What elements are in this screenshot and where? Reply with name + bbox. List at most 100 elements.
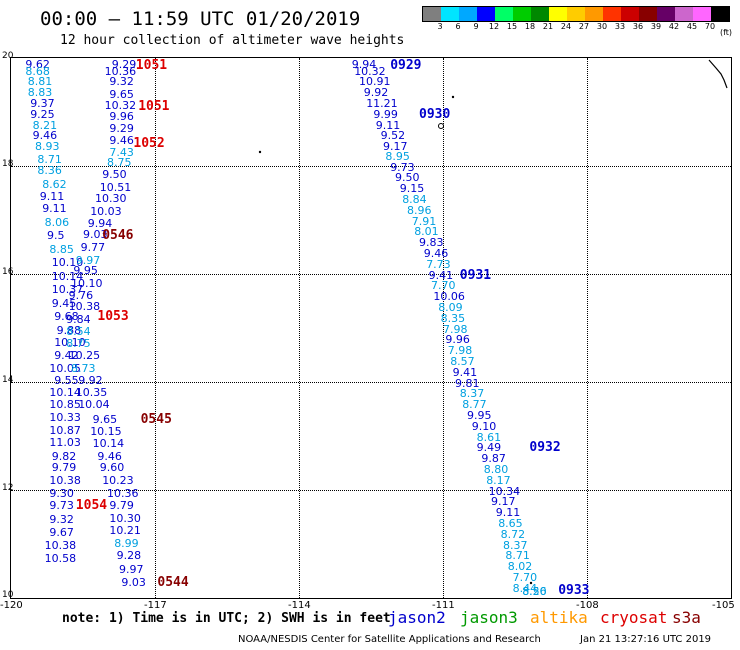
wave-height-value: 9.46 [32,129,58,143]
page-subtitle: 12 hour collection of altimeter wave hei… [60,33,405,48]
pass-time-label: 0544 [157,574,189,590]
footer-credit: NOAA/NESDIS Center for Satellite Applica… [238,634,541,645]
wave-height-value: 9.99 [373,107,398,121]
footer-timestamp: Jan 21 13:27:16 UTC 2019 [580,634,712,645]
legend-label: 21 [542,22,554,31]
wave-height-value: 10.14 [92,437,125,451]
wave-height-value: 9.60 [99,461,125,475]
pass-time-label: 0546 [102,228,134,244]
y-tick-label: 14 [2,375,14,385]
wave-height-value: 9.46 [109,133,134,147]
legend-swatch [675,7,693,21]
wave-height-value: 9.52 [380,129,406,143]
wave-height-value: 8.99 [114,537,139,550]
wave-height-value: 10.14 [51,269,84,283]
wave-height-value: 9.97 [75,253,101,267]
legend-swatch [423,7,441,21]
wave-height-value: 9.49 [476,441,502,455]
y-tick-label: 16 [2,267,14,277]
wave-height-value: 8.20 [522,585,547,598]
wave-height-value: 8.81 [27,75,53,89]
x-tick-label: -105 [712,600,735,611]
legend-label: 27 [578,22,590,31]
wave-height-value: 9.97 [119,562,144,576]
legend-label: 6 [455,22,461,31]
wave-height-value: 10.51 [99,180,132,194]
grid-line [11,382,731,383]
wave-height-value: 9.37 [30,96,55,110]
pass-time-label: 1051 [138,98,170,114]
wave-height-value: 8.61 [476,430,502,444]
wave-height-value: 9.17 [491,495,516,509]
wave-height-value: 9.82 [51,449,77,463]
wave-height-value: 8.85 [49,242,74,256]
wave-height-value: 10.03 [90,204,122,218]
wave-height-value: 10.34 [488,484,521,498]
legend-label: 15 [506,22,518,31]
wave-height-value: 9.73 [49,499,74,513]
wave-height-value: 8.93 [35,140,60,154]
footer-note: note: 1) Time is in UTC; 2) SWH is in fe… [62,611,391,626]
wave-height-value: 9.83 [419,236,444,250]
grid-line [11,274,731,275]
page-title: 00:00 – 11:59 UTC 01/20/2019 [40,8,361,30]
wave-height-value: 10.36 [104,64,137,78]
legend-swatch [639,7,657,21]
wave-height-value: 11.03 [49,436,81,450]
grid-line [443,58,444,598]
legend-label: 9 [473,22,479,31]
pass-time-label: 1054 [75,498,108,514]
wave-height-value: 9.94 [351,58,377,71]
legend-swatch [567,7,585,21]
wave-height-value: 10.38 [68,300,101,314]
wave-height-value: 9.15 [399,182,425,196]
wave-height-value: 10.14 [49,385,81,399]
wave-height-value: 8.06 [44,215,70,229]
island-icon [451,95,455,99]
wave-height-value: 8.72 [500,527,526,541]
pass-time-label: 0931 [459,267,492,283]
wave-height-value: 7.91 [411,214,437,228]
legend-swatch [459,7,477,21]
wave-height-value: 8.57 [450,355,475,369]
x-tick-label: -114 [288,600,311,611]
satellite-label-s3a: s3a [672,608,701,627]
wave-height-value: 9.96 [109,110,134,124]
pass-time-label: 1051 [135,58,168,73]
wave-height-value: 9.62 [25,58,50,71]
wave-height-value: 7.70 [512,571,538,585]
wave-height-value: 9.92 [78,373,103,387]
legend-label: 24 [560,22,572,31]
wave-height-value: 7.73 [426,257,451,271]
satellite-label-altika: altika [530,608,588,627]
wave-height-value: 9.29 [111,58,137,71]
legend-swatch [585,7,603,21]
legend-label: 45 [686,22,698,31]
wave-height-value: 9.73 [390,160,415,174]
legend-label: 30 [596,22,608,31]
legend-swatch [621,7,639,21]
wave-height-value: 10.05 [49,361,81,375]
wave-height-value: 9.95 [73,264,98,278]
wave-height-value: 9.55 [54,373,79,387]
wave-height-value: 7.70 [431,279,456,293]
wave-height-value: 9.46 [423,247,449,261]
legend-label: 36 [632,22,644,31]
wave-height-value: 10.32 [354,64,386,78]
map-area: 9.62 8.68 8.81 8.83 9.37 9.25 8.21 9.46 8.93 8.71… [10,57,732,599]
wave-height-value: 10.10 [54,336,86,350]
wave-height-value: 9.11 [495,506,521,520]
wave-height-value: 9.92 [363,86,389,100]
wave-height-value: 8.73 [71,361,96,375]
wave-height-value: 10.32 [104,98,137,112]
wave-height-value: 8.75 [66,337,91,351]
x-tick-label: -111 [432,600,455,611]
wave-height-value: 10.33 [49,411,81,425]
wave-height-value: 10.87 [49,423,81,437]
wave-height-value: 8.09 [438,301,463,315]
wave-height-value: 9.65 [92,412,118,426]
wave-height-value: 9.32 [109,75,134,89]
wave-height-value: 9.11 [375,118,401,132]
wave-height-value: 7.43 [109,145,134,159]
